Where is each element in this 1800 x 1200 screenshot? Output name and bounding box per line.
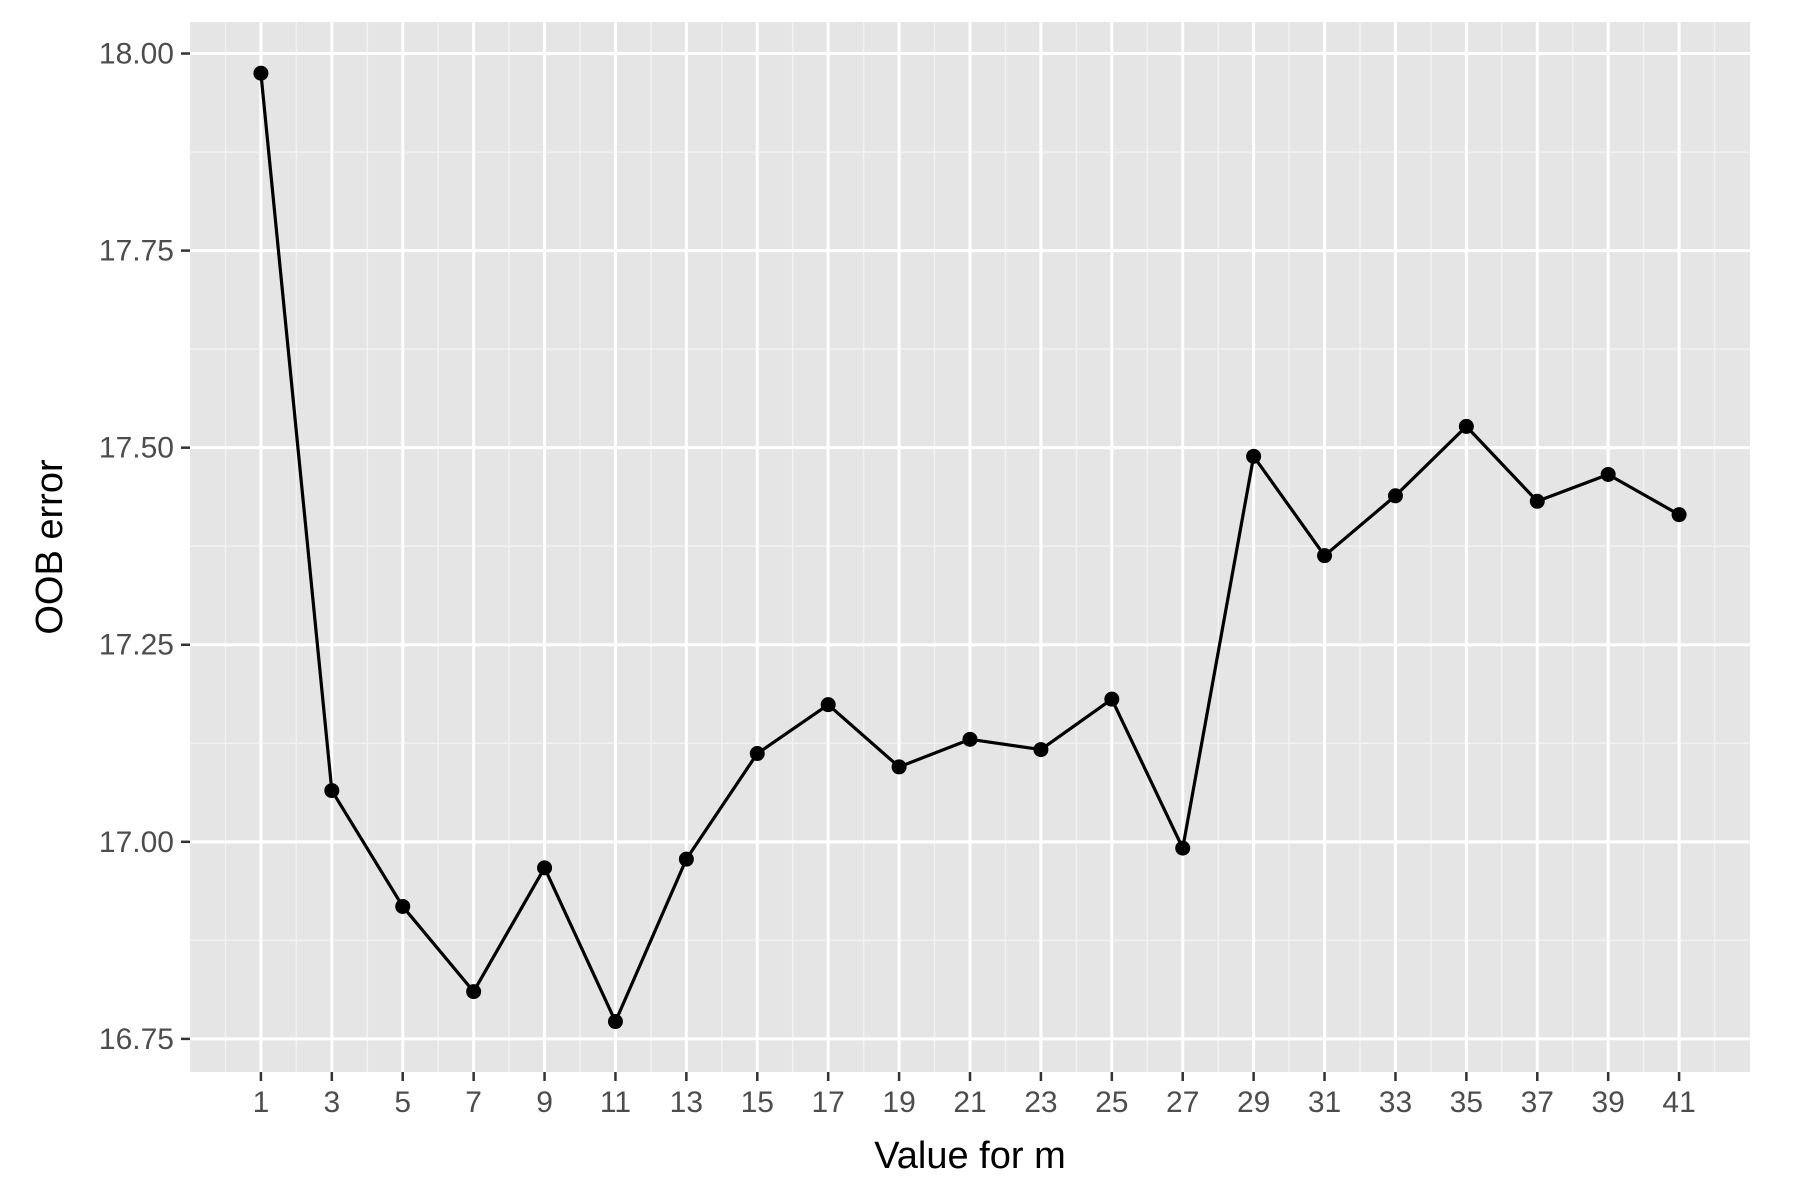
y-tick-label: 17.00 xyxy=(99,826,174,859)
data-point xyxy=(1529,493,1545,509)
x-tick-label: 13 xyxy=(670,1086,703,1119)
y-tick-label: 16.75 xyxy=(99,1023,174,1056)
minor-grid-x xyxy=(224,22,1716,1072)
x-tick-label: 23 xyxy=(1024,1086,1057,1119)
x-tick-label: 37 xyxy=(1521,1086,1554,1119)
data-point xyxy=(1317,548,1333,564)
y-axis-ticks xyxy=(181,52,190,1041)
data-point xyxy=(1600,466,1616,482)
x-tick-label: 9 xyxy=(536,1086,553,1119)
data-point xyxy=(253,65,269,81)
x-tick-label: 17 xyxy=(811,1086,844,1119)
data-point xyxy=(537,860,553,876)
x-tick-label: 11 xyxy=(600,1086,631,1119)
data-point xyxy=(324,783,340,799)
x-tick-label: 33 xyxy=(1379,1086,1412,1119)
data-point xyxy=(749,746,765,762)
series-points xyxy=(253,65,1687,1030)
x-tick-label: 31 xyxy=(1308,1086,1341,1119)
major-grid-y xyxy=(190,52,1750,1041)
x-axis-tick-labels: 1 3 5 7 9 11 13 15 17 19 21 23 25 27 29 31 33 35 37 39 41 xyxy=(253,1086,1696,1119)
x-tick-label: 25 xyxy=(1095,1086,1128,1119)
y-tick-label: 17.50 xyxy=(99,432,174,465)
data-point xyxy=(1033,742,1049,758)
data-point xyxy=(820,697,836,713)
x-tick-label: 27 xyxy=(1166,1086,1199,1119)
data-point xyxy=(466,984,482,1000)
x-tick-label: 7 xyxy=(465,1086,482,1119)
x-tick-label: 29 xyxy=(1237,1086,1270,1119)
x-tick-label: 41 xyxy=(1662,1086,1695,1119)
major-grid-x xyxy=(259,22,1681,1072)
x-tick-label: 3 xyxy=(323,1086,340,1119)
y-tick-label: 17.75 xyxy=(99,235,174,268)
data-point xyxy=(891,759,907,775)
y-tick-label: 17.25 xyxy=(99,629,174,662)
x-tick-label: 1 xyxy=(253,1086,270,1119)
data-point xyxy=(678,851,694,867)
x-axis-title: Value for m xyxy=(874,1135,1065,1177)
y-axis-title: OOB error xyxy=(29,459,71,635)
y-tick-label: 18.00 xyxy=(99,38,174,71)
data-point xyxy=(962,731,978,747)
data-point xyxy=(1104,691,1120,707)
data-point xyxy=(395,898,411,914)
data-point xyxy=(607,1014,623,1030)
data-point xyxy=(1246,448,1262,464)
data-point xyxy=(1387,488,1403,504)
data-point xyxy=(1671,507,1687,523)
x-axis-ticks xyxy=(259,1072,1681,1081)
x-tick-label: 39 xyxy=(1591,1086,1624,1119)
x-tick-label: 35 xyxy=(1450,1086,1483,1119)
x-tick-label: 19 xyxy=(882,1086,915,1119)
x-tick-label: 21 xyxy=(953,1086,986,1119)
data-point xyxy=(1175,840,1191,856)
x-tick-label: 5 xyxy=(394,1086,411,1119)
y-axis-tick-labels: 16.75 17.00 17.25 17.50 17.75 18.00 xyxy=(99,38,174,1056)
data-point xyxy=(1458,418,1474,434)
x-tick-label: 15 xyxy=(741,1086,774,1119)
